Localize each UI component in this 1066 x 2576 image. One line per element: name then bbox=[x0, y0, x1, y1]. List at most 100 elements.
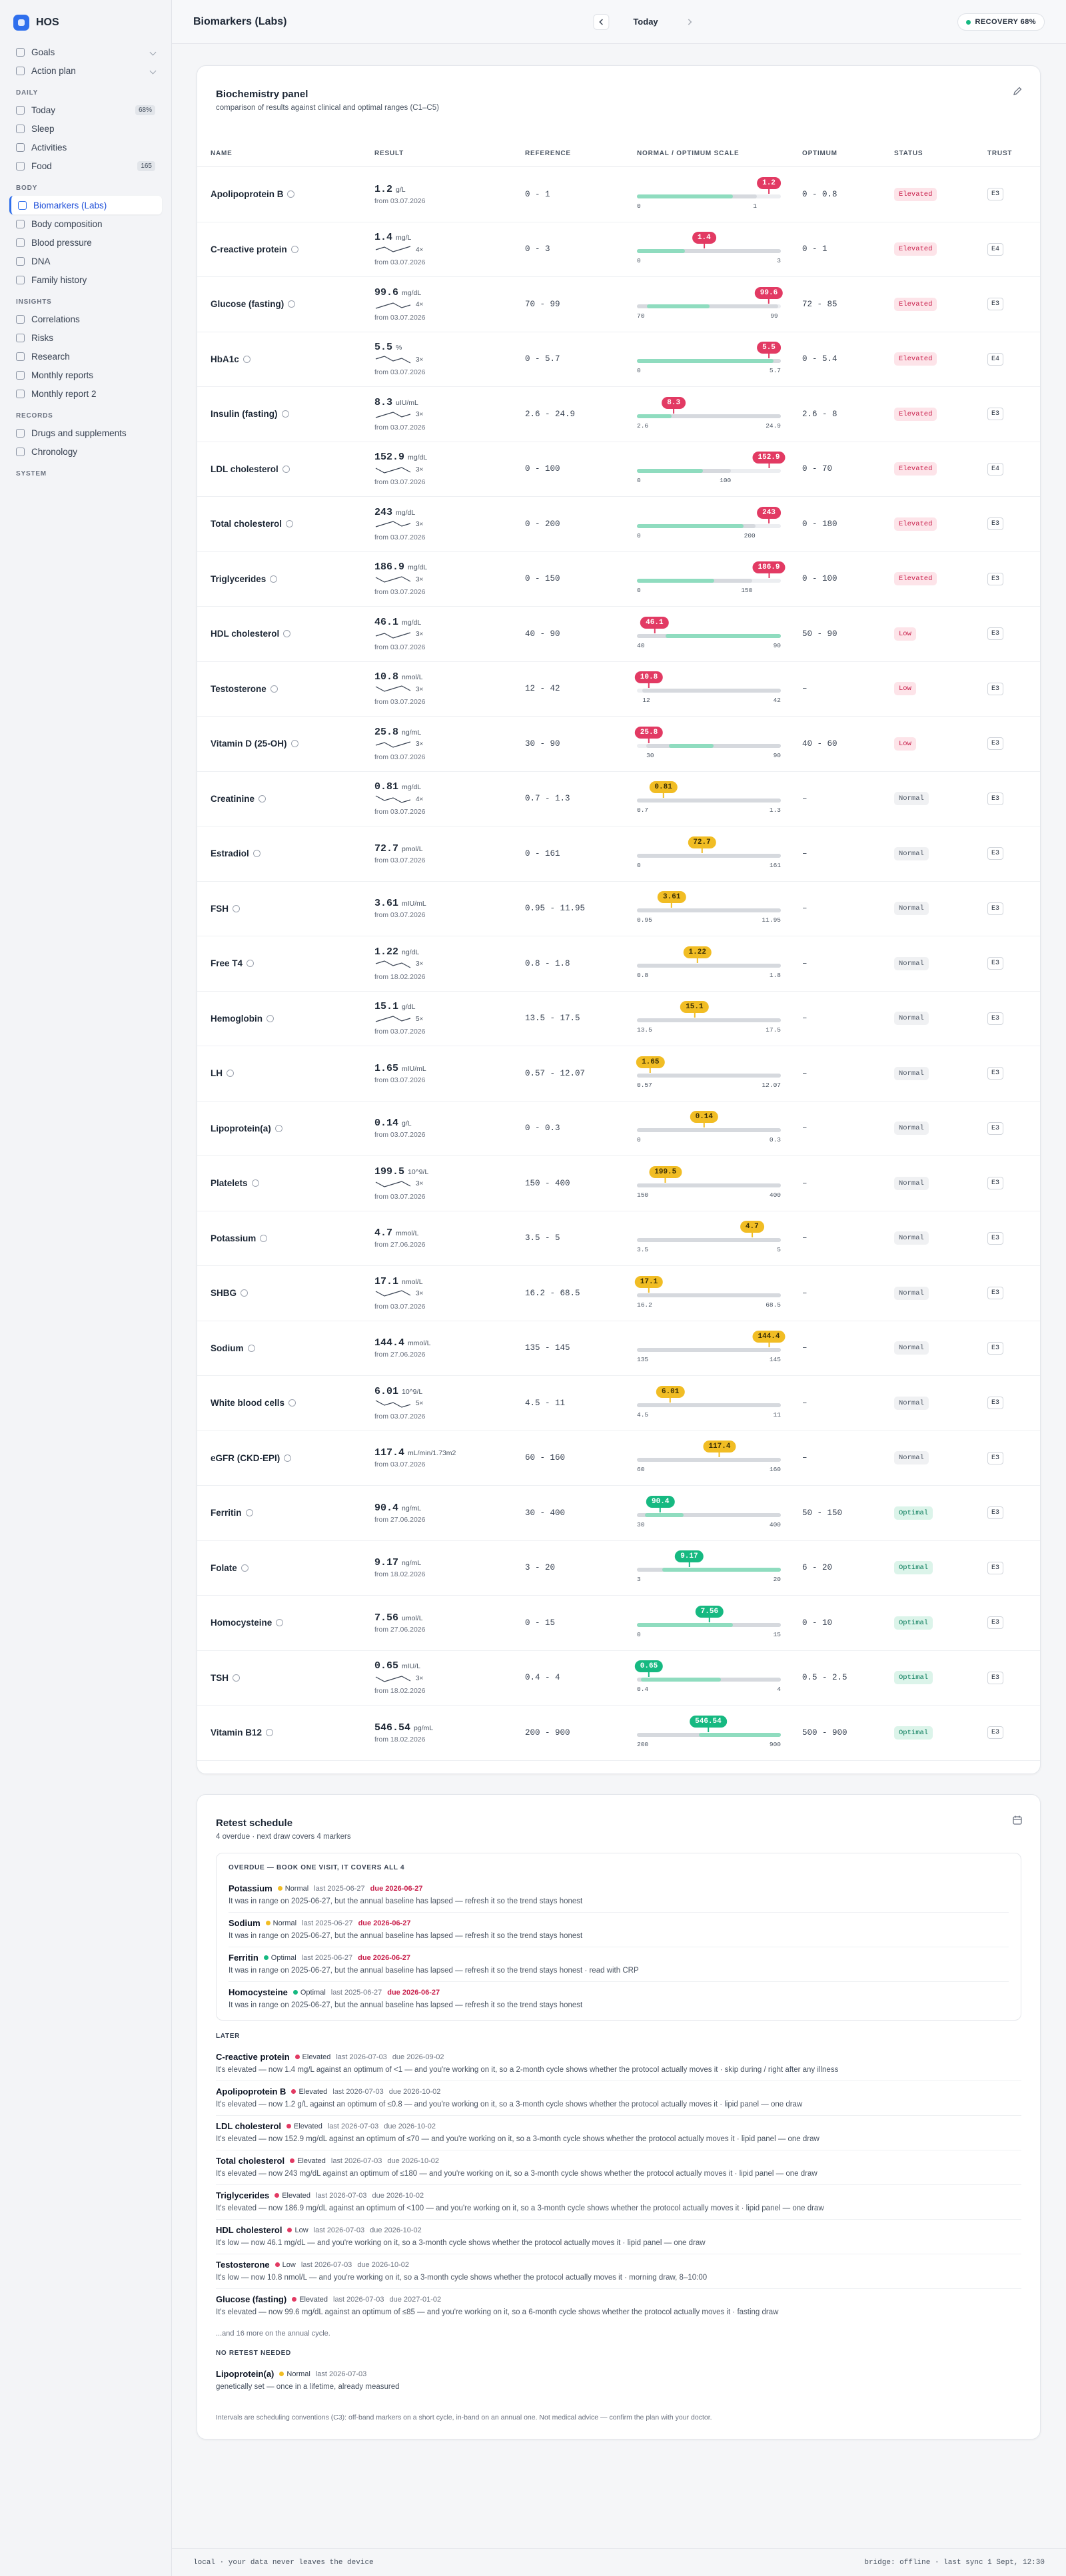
nav-item[interactable]: Today 68% bbox=[9, 101, 162, 119]
info-icon[interactable] bbox=[290, 245, 298, 253]
info-icon[interactable] bbox=[260, 1234, 268, 1242]
info-icon[interactable] bbox=[233, 904, 240, 912]
info-icon[interactable] bbox=[253, 850, 261, 858]
prev-button[interactable] bbox=[593, 13, 610, 30]
nav-item[interactable]: Monthly reports bbox=[9, 366, 162, 384]
table-row[interactable]: Folate 9.17 ng/mL from 18.02.2026 3 - 20 3 20 9… bbox=[197, 1541, 1040, 1596]
nav-section-title[interactable]: SYSTEM bbox=[16, 470, 155, 478]
info-icon[interactable] bbox=[247, 1344, 255, 1352]
table-row[interactable]: Testosterone 10.8 nmol/L 3× from 03.07.2026 1… bbox=[197, 662, 1040, 717]
table-row[interactable]: Creatinine 0.81 mg/dL 4× from 03.07.2026 0.7 … bbox=[197, 772, 1040, 826]
nav-item[interactable]: Body composition bbox=[9, 214, 162, 233]
info-icon[interactable] bbox=[276, 1619, 284, 1627]
retest-item[interactable]: Ferritin Optimal last 2025-06-27 due 2026-0… bbox=[229, 1947, 1009, 1982]
table-row[interactable]: Platelets 199.5 10^9/L 3× from 03.07.2026 150… bbox=[197, 1156, 1040, 1211]
retest-item[interactable]: Triglycerides Elevated last 2026-07-03 due … bbox=[216, 2185, 1021, 2220]
info-icon[interactable] bbox=[241, 1289, 249, 1297]
retest-item[interactable]: Sodium Normal last 2025-06-27 due 2026-06-2… bbox=[229, 1913, 1009, 1947]
info-icon[interactable] bbox=[283, 630, 291, 638]
table-row[interactable]: Hemoglobin 15.1 g/dL 5× from 03.07.2026 13.5 … bbox=[197, 992, 1040, 1046]
info-icon[interactable] bbox=[274, 1124, 282, 1132]
nav-item[interactable]: Action plan bbox=[9, 61, 162, 80]
table-row[interactable]: Glucose (fasting) 99.6 mg/dL 4× from 03.07.2… bbox=[197, 277, 1040, 332]
table-row[interactable]: Total cholesterol 243 mg/dL 3× from 03.07.20… bbox=[197, 497, 1040, 552]
info-icon[interactable] bbox=[284, 1454, 292, 1462]
nav-item[interactable]: Blood pressure bbox=[9, 233, 162, 252]
table-row[interactable]: eGFR (CKD-EPI) 117.4 mL/min/1.73m2 from 03.… bbox=[197, 1431, 1040, 1486]
info-icon[interactable] bbox=[288, 300, 296, 308]
nav-item[interactable]: Risks bbox=[9, 328, 162, 347]
retest-item[interactable]: C-reactive protein Elevated last 2026-07-0… bbox=[216, 2047, 1021, 2081]
table-row[interactable]: Insulin (fasting) 8.3 uIU/mL 3× from 03.07.2… bbox=[197, 387, 1040, 442]
table-row[interactable]: White blood cells 6.01 10^9/L 5× from 03.07.… bbox=[197, 1376, 1040, 1431]
info-icon[interactable] bbox=[245, 1509, 253, 1517]
nav-item[interactable]: DNA bbox=[9, 252, 162, 270]
nav-item[interactable]: Research bbox=[9, 347, 162, 366]
info-icon[interactable] bbox=[281, 410, 289, 418]
table-row[interactable]: SHBG 17.1 nmol/L 3× from 03.07.2026 16.2 - 68… bbox=[197, 1266, 1040, 1321]
nav-item[interactable]: Monthly report 2 bbox=[9, 384, 162, 403]
edit-icon[interactable] bbox=[1012, 86, 1023, 97]
nav-item[interactable]: Goals bbox=[9, 43, 162, 61]
info-icon[interactable] bbox=[247, 960, 255, 968]
table-row[interactable]: LH 1.65 mIU/mL from 03.07.2026 0.57 - 12.07 0… bbox=[197, 1046, 1040, 1102]
retest-item[interactable]: Potassium Normal last 2025-06-27 due 2026-0… bbox=[229, 1878, 1009, 1913]
nav-item[interactable]: Food 165 bbox=[9, 157, 162, 175]
table-row[interactable]: Estradiol 72.7 pmol/L from 03.07.2026 0 - 16… bbox=[197, 826, 1040, 882]
info-icon[interactable] bbox=[251, 1179, 259, 1187]
retest-item[interactable]: Glucose (fasting) Elevated last 2026-07-03… bbox=[216, 2289, 1021, 2323]
table-row[interactable]: LDL cholesterol 152.9 mg/dL 3× from 03.07.20… bbox=[197, 442, 1040, 497]
table-row[interactable]: Homocysteine 7.56 umol/L from 27.06.2026 0 -… bbox=[197, 1596, 1040, 1651]
trust-cell: E3 bbox=[987, 607, 1004, 661]
table-row[interactable]: HbA1c 5.5% 3× from 03.07.2026 0 - 5.7 0 5.7 5.5… bbox=[197, 332, 1040, 387]
table-row[interactable]: HDL cholesterol 46.1 mg/dL 3× from 03.07.202… bbox=[197, 607, 1040, 662]
info-icon[interactable] bbox=[233, 1674, 240, 1682]
table-row[interactable]: Vitamin D (25-OH) 25.8 ng/mL 3× from 03.07.2… bbox=[197, 717, 1040, 772]
info-icon[interactable] bbox=[259, 795, 266, 803]
table-row[interactable]: Apolipoprotein B 1.2 g/L from 03.07.2026 0 -… bbox=[197, 167, 1040, 222]
retest-item[interactable]: LDL cholesterol Elevated last 2026-07-03 du… bbox=[216, 2116, 1021, 2150]
table-row[interactable]: Potassium 4.7 mmol/L from 27.06.2026 3.5 - 5… bbox=[197, 1211, 1040, 1266]
name-cell: FSH bbox=[211, 882, 240, 936]
nav-item[interactable]: Activities bbox=[9, 138, 162, 157]
recovery-badge[interactable]: RECOVERY 68% bbox=[957, 13, 1045, 31]
nav-item[interactable]: Sleep bbox=[9, 119, 162, 138]
info-icon[interactable] bbox=[288, 1399, 296, 1407]
retest-item[interactable]: HDL cholesterol Low last 2026-07-03 due 202… bbox=[216, 2220, 1021, 2254]
info-icon[interactable] bbox=[266, 1729, 274, 1737]
nav-item[interactable]: Drugs and supplements bbox=[9, 424, 162, 442]
nav-item[interactable]: Chronology bbox=[9, 442, 162, 461]
table-row[interactable]: TSH 0.65 mIU/L 3× from 18.02.2026 0.4 - 4 0.4 4… bbox=[197, 1651, 1040, 1706]
nav-item[interactable]: Correlations bbox=[9, 310, 162, 328]
table-row[interactable]: FSH 3.61 mIU/mL from 03.07.2026 0.95 - 11.95… bbox=[197, 882, 1040, 936]
name-cell: Glucose (fasting) bbox=[211, 277, 296, 332]
retest-item[interactable]: Total cholesterol Elevated last 2026-07-03… bbox=[216, 2150, 1021, 2185]
table-row[interactable]: Sodium 144.4 mmol/L from 27.06.2026 135 - 14… bbox=[197, 1321, 1040, 1376]
info-icon[interactable] bbox=[241, 1564, 249, 1572]
info-icon[interactable] bbox=[287, 190, 295, 198]
info-icon[interactable] bbox=[266, 1014, 274, 1022]
retest-item[interactable]: Apolipoprotein B Elevated last 2026-07-03 d… bbox=[216, 2081, 1021, 2116]
info-icon[interactable] bbox=[270, 575, 278, 583]
table-row[interactable]: Free T4 1.22 ng/dL 3× from 18.02.2026 0.8 - 1… bbox=[197, 936, 1040, 992]
retest-item[interactable]: Lipoprotein(a) Normal last 2026-07-03 genet… bbox=[216, 2364, 1021, 2398]
nav-item[interactable]: Family history bbox=[9, 270, 162, 289]
status-cell: Normal bbox=[894, 1156, 929, 1211]
info-icon[interactable] bbox=[270, 685, 278, 693]
info-icon[interactable] bbox=[286, 520, 294, 528]
result-cell: 10.8 nmol/L 3× from 03.07.2026 bbox=[374, 662, 425, 717]
table-row[interactable]: Vitamin B12 546.54 pg/mL from 18.02.2026 200… bbox=[197, 1706, 1040, 1761]
info-icon[interactable] bbox=[282, 465, 290, 473]
info-icon[interactable] bbox=[290, 740, 298, 748]
calendar-icon[interactable] bbox=[1012, 1815, 1023, 1825]
table-row[interactable]: Triglycerides 186.9 mg/dL 3× from 03.07.2026… bbox=[197, 552, 1040, 607]
nav-item[interactable]: Biomarkers (Labs) bbox=[9, 196, 162, 214]
info-icon[interactable] bbox=[243, 355, 251, 363]
retest-item[interactable]: Testosterone Low last 2026-07-03 due 2026-1… bbox=[216, 2254, 1021, 2289]
info-icon[interactable] bbox=[227, 1070, 234, 1078]
retest-item[interactable]: Homocysteine Optimal last 2025-06-27 due 20… bbox=[229, 1982, 1009, 2016]
table-row[interactable]: Ferritin 90.4 ng/mL from 27.06.2026 30 - 400… bbox=[197, 1486, 1040, 1541]
table-row[interactable]: C-reactive protein 1.4 mg/L 4× from 03.07.20… bbox=[197, 222, 1040, 277]
next-button[interactable] bbox=[682, 14, 698, 30]
table-row[interactable]: Lipoprotein(a) 0.14 g/L from 03.07.2026 0 - … bbox=[197, 1102, 1040, 1156]
